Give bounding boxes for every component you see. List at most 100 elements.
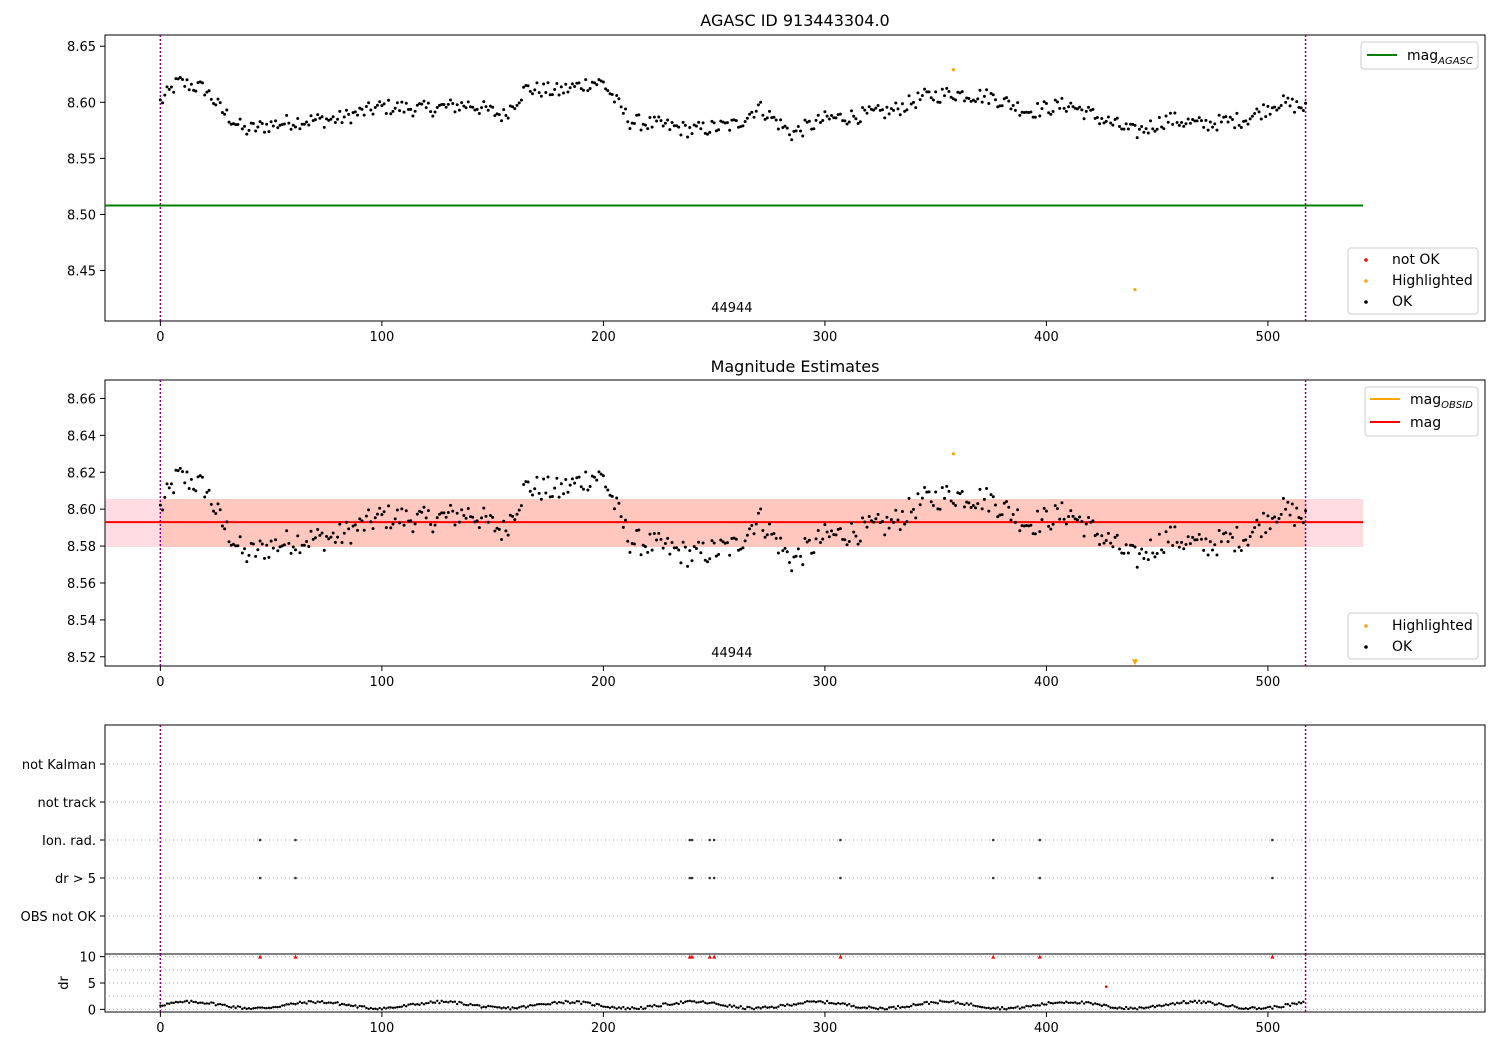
ok-point	[1171, 122, 1175, 126]
dr-point	[624, 1008, 627, 1011]
ok-point	[643, 545, 647, 549]
ok-point	[936, 100, 940, 104]
ok-point	[1186, 117, 1190, 121]
ok-point	[511, 514, 515, 518]
ok-point	[1177, 123, 1181, 127]
dr-point	[358, 1004, 361, 1008]
ok-point	[601, 80, 605, 84]
ok-point	[874, 517, 878, 521]
ok-point	[1062, 106, 1066, 110]
dr-point	[686, 1000, 689, 1003]
ok-point	[424, 516, 428, 520]
ok-point	[205, 490, 209, 494]
dr-point	[436, 999, 439, 1003]
ok-point	[400, 100, 404, 104]
ok-point	[880, 520, 884, 524]
legend-highlighted-label: Highlighted	[1392, 273, 1473, 289]
xtick-label: 400	[1034, 330, 1059, 345]
dr-point	[196, 1001, 200, 1005]
dr-point	[896, 1004, 900, 1008]
ok-point	[812, 551, 816, 555]
ok-point	[220, 111, 224, 115]
ok-point	[1155, 551, 1159, 555]
ok-point	[1239, 549, 1243, 553]
legend2-highlighted-label: Highlighted	[1392, 618, 1473, 634]
dr-point	[648, 1004, 652, 1007]
ok-point	[1288, 104, 1292, 108]
ok-point	[1151, 127, 1155, 131]
xtick-label: 100	[369, 675, 394, 690]
dr-point	[743, 1007, 747, 1011]
ok-point	[982, 497, 986, 501]
dr-point	[303, 1001, 306, 1004]
ok-point	[559, 85, 563, 89]
ok-point	[1208, 540, 1212, 544]
ok-point	[1266, 104, 1270, 108]
dr-point	[1144, 1006, 1148, 1009]
ok-point	[867, 515, 871, 519]
dr-point	[695, 1001, 698, 1004]
ok-point	[672, 124, 676, 128]
ok-point	[274, 119, 278, 123]
dr-point	[278, 1005, 282, 1009]
ok-point	[1129, 543, 1133, 547]
dr-point	[1056, 1001, 1059, 1004]
dr-point	[863, 1006, 866, 1009]
dr-point	[568, 1002, 572, 1005]
ok-point	[865, 111, 869, 115]
ok-point	[606, 488, 610, 492]
dr-point	[1065, 1000, 1068, 1003]
ok-point	[566, 90, 570, 94]
ok-point	[951, 97, 955, 101]
dr-point	[704, 1001, 707, 1005]
ok-point	[737, 548, 741, 552]
ok-point	[635, 113, 639, 117]
ok-point	[1261, 103, 1265, 107]
ok-point	[931, 503, 935, 507]
ok-point	[1047, 524, 1051, 528]
ok-point	[289, 551, 293, 555]
dr-point	[1102, 1003, 1106, 1006]
ok-point	[905, 520, 909, 524]
xtick-label: 400	[1034, 675, 1059, 690]
ok-point	[1078, 515, 1082, 519]
ok-point	[785, 550, 789, 554]
dr-point	[879, 1006, 882, 1009]
dr-point	[462, 1003, 466, 1006]
ok-point	[353, 523, 357, 527]
dr-point	[562, 1002, 565, 1005]
ok-point	[823, 523, 827, 527]
ok-point	[909, 510, 913, 514]
dr-point	[442, 1000, 446, 1004]
dr-point	[1076, 1002, 1079, 1005]
ok-point	[827, 117, 831, 121]
ok-point	[413, 109, 417, 113]
dr-point	[839, 1002, 842, 1006]
dr-point	[697, 1001, 700, 1004]
dr-point	[1082, 1002, 1086, 1005]
ok-point	[214, 511, 218, 515]
ok-point	[998, 104, 1002, 108]
dr-point	[599, 1004, 603, 1008]
dr-point	[405, 1005, 408, 1008]
dr-point	[834, 1002, 838, 1006]
ok-point	[289, 127, 293, 131]
ok-point	[619, 515, 623, 519]
dr-point	[325, 1001, 328, 1005]
ok-point	[362, 113, 366, 117]
xtick-label: 500	[1256, 1021, 1281, 1036]
dr-point	[283, 1004, 286, 1007]
ok-point	[883, 116, 887, 120]
ok-point	[267, 555, 271, 559]
dr-point	[584, 1001, 587, 1004]
dr-point	[980, 1006, 984, 1009]
ok-point	[796, 547, 800, 551]
ok-point	[1173, 525, 1177, 529]
ok-point	[1051, 522, 1055, 526]
ok-point	[626, 539, 630, 543]
ok-point	[336, 535, 340, 539]
ok-point	[1016, 101, 1020, 105]
ok-point	[962, 505, 966, 509]
ok-point	[889, 107, 893, 111]
ok-point	[818, 540, 822, 544]
